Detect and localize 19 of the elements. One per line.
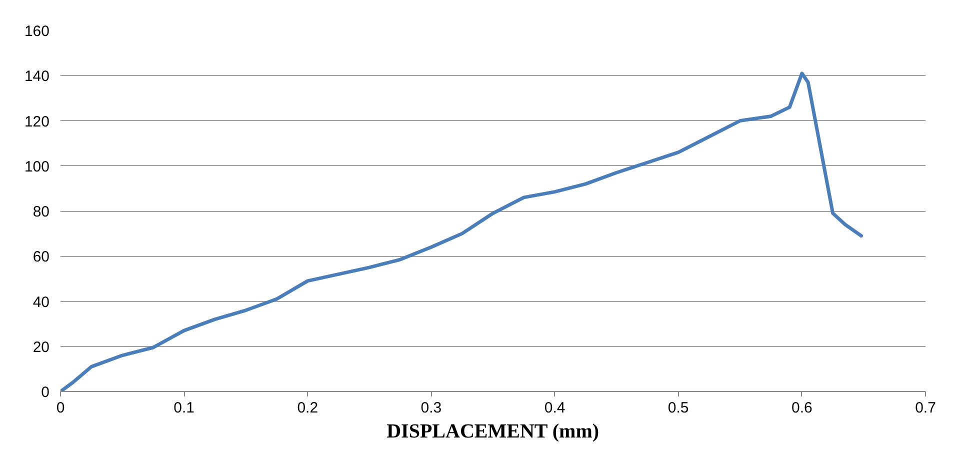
x-tick-label: 0.1 <box>174 400 195 416</box>
x-tick-label: 0.6 <box>792 400 812 416</box>
line-series <box>60 72 863 392</box>
y-tick-label: 0 <box>41 384 50 401</box>
y-tick-label: 40 <box>32 294 50 311</box>
y-tick-label: 140 <box>24 68 50 86</box>
x-tick-label: 0.2 <box>297 400 318 416</box>
y-tick-label: 100 <box>24 158 50 176</box>
x-tick-label: 0.7 <box>915 400 936 416</box>
x-axis-title: DISPLACEMENT (mm) <box>386 420 600 442</box>
x-tick-label: 0 <box>56 400 65 416</box>
y-tick-label: 120 <box>24 113 50 130</box>
y-tick-label: 20 <box>32 338 50 356</box>
x-tick-label: 0.5 <box>668 400 689 416</box>
y-tick-label: 60 <box>32 248 50 266</box>
x-tick-label: 0.3 <box>420 400 442 416</box>
x-tick-label: 0.4 <box>544 400 566 416</box>
y-tick-label: 80 <box>32 204 50 220</box>
y-tick-label: 160 <box>24 23 50 40</box>
